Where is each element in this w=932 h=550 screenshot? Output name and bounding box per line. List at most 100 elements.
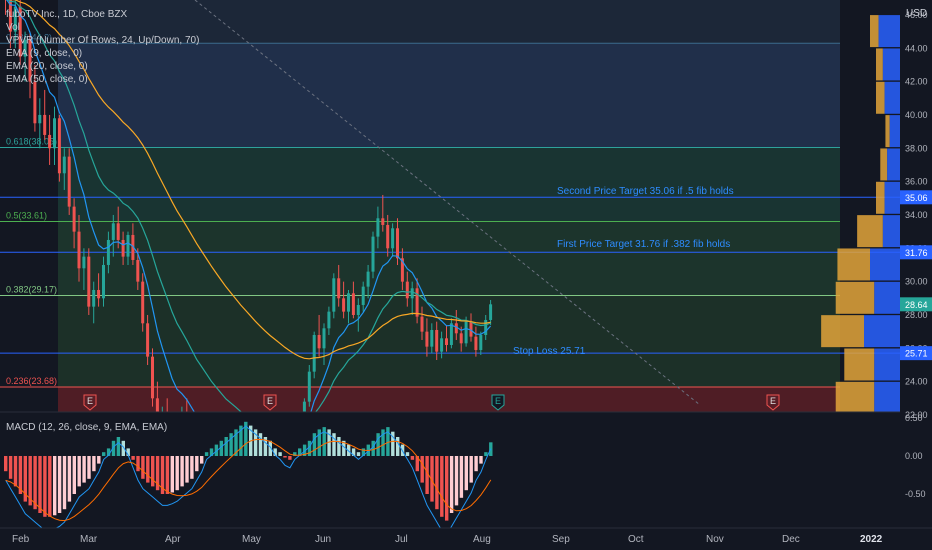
candle-body[interactable]: [342, 298, 346, 312]
candle-body[interactable]: [43, 114, 47, 135]
candle-body[interactable]: [121, 239, 125, 257]
candle-body[interactable]: [312, 334, 316, 372]
candle-body[interactable]: [8, 0, 12, 32]
candle-body[interactable]: [302, 401, 306, 421]
vp-down-7: [870, 248, 900, 281]
candle-body[interactable]: [405, 281, 409, 299]
candle-body[interactable]: [155, 398, 159, 424]
indicator-ema20[interactable]: EMA (20, close, 0): [6, 61, 88, 72]
time-axis-tick: Sep: [552, 534, 570, 545]
candle-body[interactable]: [48, 134, 52, 149]
candle-body[interactable]: [445, 338, 448, 345]
vp-down-9: [864, 315, 900, 348]
candle-body[interactable]: [420, 316, 424, 332]
candle-body[interactable]: [459, 333, 463, 344]
candle-body[interactable]: [410, 288, 414, 299]
candle-body[interactable]: [87, 256, 91, 307]
candle-body[interactable]: [449, 323, 453, 345]
macd-bar: [435, 456, 439, 510]
candle-body[interactable]: [440, 338, 444, 352]
candle-body[interactable]: [474, 336, 478, 350]
candle-body[interactable]: [18, 6, 22, 57]
candle-body[interactable]: [371, 236, 375, 272]
macd-bar: [273, 448, 277, 456]
time-axis[interactable]: [0, 528, 932, 550]
candle-body[interactable]: [38, 114, 42, 124]
candle-body[interactable]: [356, 304, 360, 315]
candle-body[interactable]: [425, 331, 429, 347]
indicator-ema9[interactable]: EMA (9, close, 0): [6, 48, 83, 59]
indicator-ema50[interactable]: EMA (50, close, 0): [6, 74, 88, 85]
candle-body[interactable]: [116, 223, 120, 240]
candle-body[interactable]: [317, 334, 321, 349]
candle-body[interactable]: [489, 304, 493, 320]
earnings-marker-icon[interactable]: [766, 394, 780, 411]
vol-label[interactable]: Vol: [6, 22, 20, 33]
candle-body[interactable]: [430, 329, 434, 347]
candle-body[interactable]: [415, 288, 419, 317]
time-axis-tick: May: [242, 534, 261, 545]
macd-bar: [415, 456, 419, 472]
candle-body[interactable]: [376, 218, 380, 237]
candle-body[interactable]: [97, 289, 101, 299]
earnings-marker-icon[interactable]: [263, 394, 277, 411]
symbol-title[interactable]: fuboTV Inc., 1D, Cboe BZX: [6, 9, 128, 20]
candle-body[interactable]: [111, 223, 115, 240]
candle-body[interactable]: [146, 323, 150, 357]
macd-bar: [121, 440, 125, 456]
macd-bar: [459, 456, 464, 498]
candle-body[interactable]: [33, 81, 37, 124]
macd-bar: [165, 456, 170, 494]
candle-body[interactable]: [435, 329, 439, 352]
price-axis[interactable]: [900, 0, 932, 528]
candle-body[interactable]: [366, 271, 370, 287]
macd-legend[interactable]: MACD (12, 26, close, 9, EMA, EMA): [6, 422, 168, 433]
candle-body[interactable]: [77, 231, 81, 269]
candle-body[interactable]: [479, 334, 483, 350]
price-axis-tick: 30.00: [905, 277, 928, 287]
candle-body[interactable]: [469, 321, 473, 337]
candle-body[interactable]: [386, 224, 390, 249]
indicator-vpvr[interactable]: VPVR (Number Of Rows, 24, Up/Down, 70): [6, 35, 200, 46]
earnings-marker-icon[interactable]: [83, 394, 97, 411]
candle-body[interactable]: [72, 206, 76, 232]
candle-body[interactable]: [67, 156, 71, 207]
candle-body[interactable]: [13, 6, 17, 32]
vp-down-3: [889, 115, 900, 148]
candle-body[interactable]: [151, 356, 154, 399]
candle-body[interactable]: [82, 256, 86, 269]
macd-bar: [219, 440, 223, 456]
candle-body[interactable]: [381, 218, 385, 225]
candle-body[interactable]: [400, 258, 404, 282]
candle-body[interactable]: [57, 118, 61, 174]
candle-body[interactable]: [484, 319, 488, 335]
price-axis-tick: 24.00: [905, 377, 928, 387]
candle-body[interactable]: [361, 286, 365, 305]
candle-body[interactable]: [464, 321, 468, 344]
candle-body[interactable]: [351, 293, 355, 315]
candle-body[interactable]: [62, 156, 66, 174]
candle-body[interactable]: [396, 228, 399, 259]
candle-body[interactable]: [307, 371, 311, 402]
candle-body[interactable]: [347, 293, 350, 312]
price-axis-tick: 36.00: [905, 177, 928, 187]
candle-body[interactable]: [337, 278, 341, 299]
candle-body[interactable]: [454, 323, 458, 334]
candle-body[interactable]: [53, 118, 56, 149]
candle-body[interactable]: [332, 278, 336, 312]
candle-body[interactable]: [136, 259, 140, 282]
vp-down-10: [874, 348, 900, 381]
earnings-marker-icon[interactable]: [491, 394, 505, 411]
candle-body[interactable]: [102, 264, 105, 299]
candle-body[interactable]: [131, 234, 135, 260]
candle-body[interactable]: [141, 281, 145, 324]
candle-body[interactable]: [322, 328, 326, 349]
candle-body[interactable]: [126, 234, 130, 257]
candle-body[interactable]: [23, 39, 27, 57]
candle-body[interactable]: [106, 239, 110, 265]
candle-body[interactable]: [391, 228, 395, 249]
candle-body[interactable]: [28, 39, 32, 82]
candle-body[interactable]: [92, 289, 96, 307]
candle-body[interactable]: [327, 311, 331, 329]
